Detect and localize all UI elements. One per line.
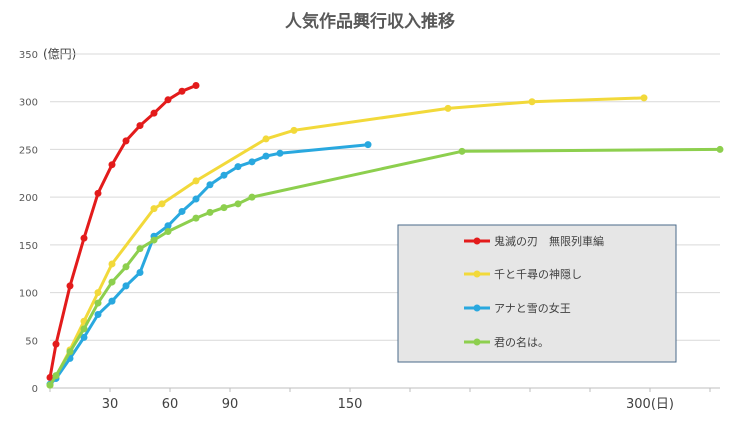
data-point [178,87,186,95]
data-point [158,200,166,208]
data-point [136,245,144,253]
data-point [136,122,144,130]
data-point [192,195,200,203]
data-point [66,282,74,290]
data-point [192,177,200,185]
data-point [80,325,88,333]
data-point [248,158,256,166]
data-point [136,269,144,277]
data-point [150,109,158,117]
data-point [52,372,60,380]
data-point [262,135,270,143]
data-point [150,205,158,213]
data-point [94,311,102,319]
y-tick-label: 0 [32,384,38,395]
data-point [220,171,228,179]
data-point [46,381,54,389]
y-tick-label: 150 [19,241,38,252]
data-point [234,163,242,171]
data-point [640,94,648,102]
y-tick-label: 100 [19,289,38,300]
data-point [108,260,116,268]
data-point [108,278,116,286]
y-tick-label: 250 [19,145,38,156]
y-tick-label: 350 [19,50,38,61]
data-point [276,149,284,157]
legend-label: 君の名は。 [494,335,549,349]
y-axis-ticks: 0 50 100 150 200 250 300 350 [19,50,38,395]
data-point [108,161,116,169]
series-line-0 [48,84,198,379]
data-point [80,234,88,242]
data-point [192,214,200,222]
data-point [364,141,372,149]
legend-swatch-marker [473,270,481,278]
data-point [150,236,158,244]
y-tick-label: 200 [19,193,38,204]
x-axis: 30 60 90 150 300(日) [49,387,720,412]
y-tick-label: 300 [19,98,38,109]
data-point [192,81,200,89]
data-point [248,193,256,201]
data-point [458,147,466,155]
data-point [122,137,130,145]
data-point [122,282,130,290]
data-point [94,189,102,197]
legend-label: 鬼滅の刃 無限列車編 [494,234,604,248]
data-point [206,208,214,216]
data-point [164,96,172,104]
x-tick-label: 60 [162,397,179,412]
x-tick-label: 90 [222,397,239,412]
x-tick-label: 30 [102,397,119,412]
data-point [220,204,228,212]
data-point [94,289,102,297]
chart-title: 人気作品興行収入推移 [285,11,455,32]
data-point [262,152,270,160]
data-point [290,126,298,134]
data-point [444,104,452,112]
data-point [234,200,242,208]
legend-swatch-marker [473,304,481,312]
data-point [716,145,724,153]
data-point [178,207,186,215]
data-point [66,348,74,356]
data-point [80,333,88,341]
legend-swatch-marker [473,338,481,346]
data-point [94,299,102,307]
legend-label: アナと雪の女王 [494,301,571,315]
data-point [122,263,130,271]
data-point [164,227,172,235]
data-point [108,297,116,305]
x-tick-label: 150 [338,397,363,412]
data-point [46,374,54,382]
data-point [206,181,214,189]
data-point [528,98,536,106]
legend-box [397,224,677,363]
legend-label: 千と千尋の神隠し [494,267,582,281]
y-tick-label: 50 [25,336,38,347]
series-line-2 [48,143,370,386]
series-lines [46,81,724,389]
x-tick-label: 300(日) [626,397,674,412]
data-point [52,340,60,348]
data-point [164,222,172,230]
legend-swatch-marker [473,237,481,245]
